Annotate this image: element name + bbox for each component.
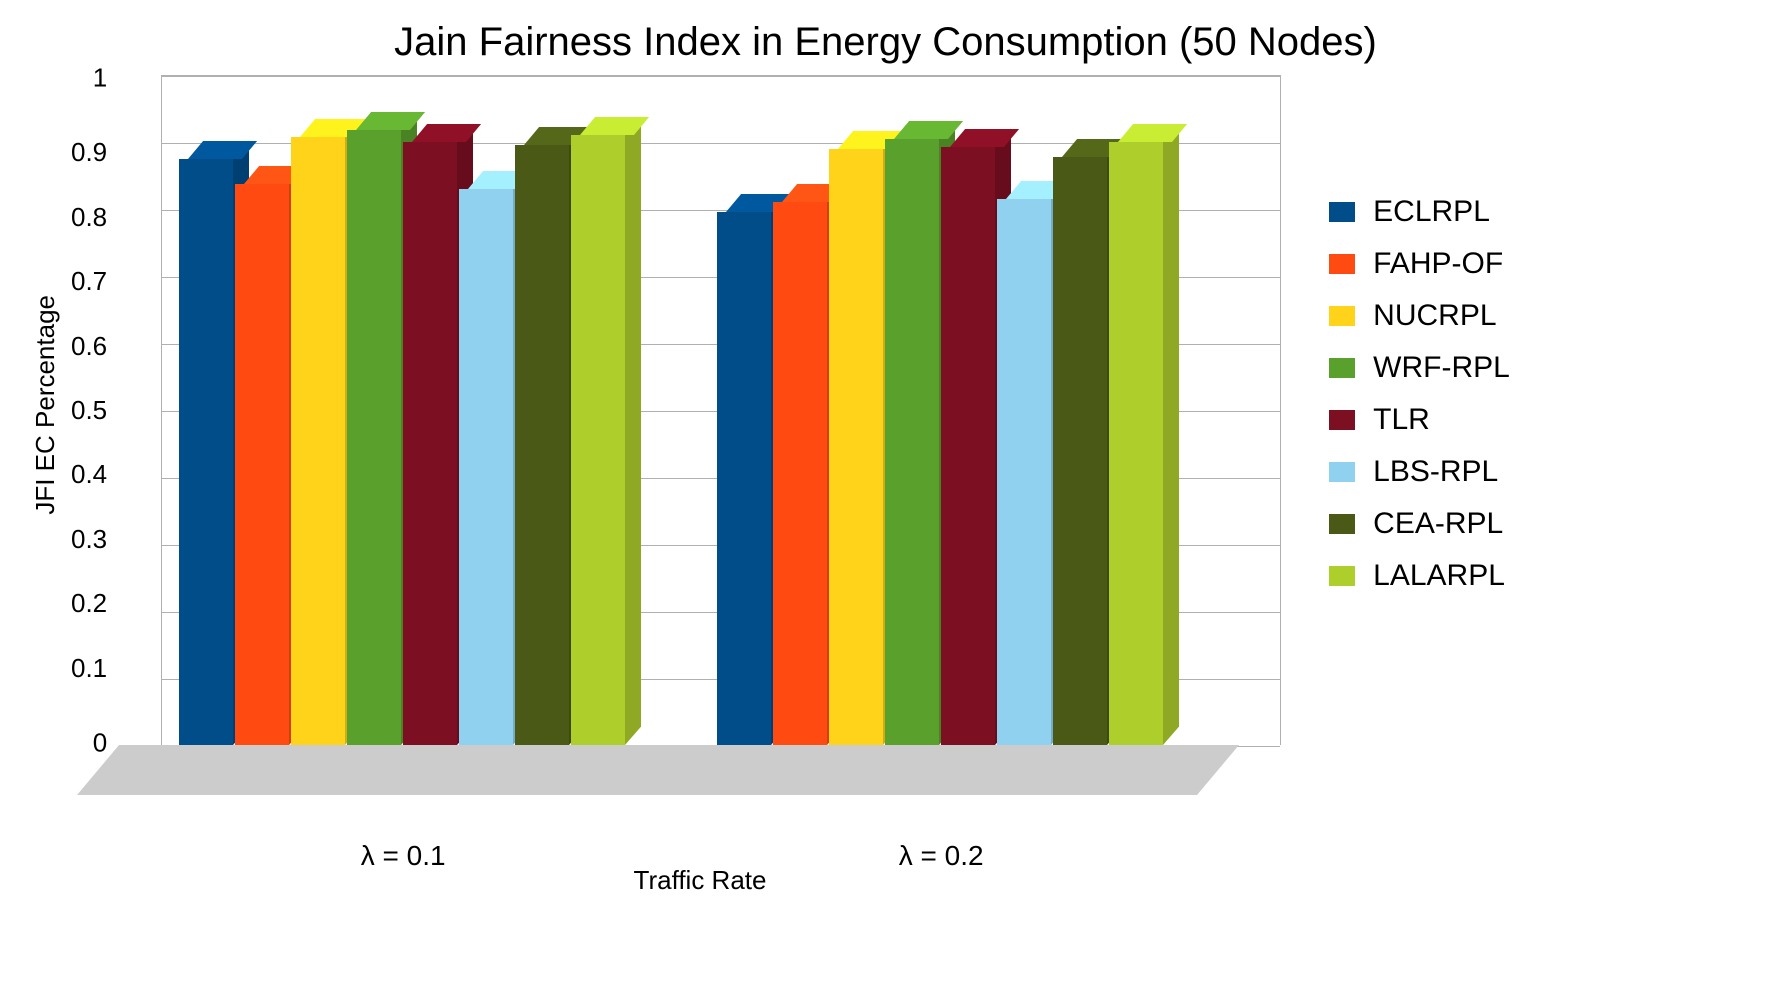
bar-front [235, 184, 289, 745]
y-tick: 1 [93, 65, 107, 91]
legend-label: WRF-RPL [1373, 351, 1510, 385]
legend-item: WRF-RPL [1329, 351, 1510, 385]
bar-front [291, 137, 345, 745]
bar-front [1053, 157, 1107, 745]
legend-label: LALARPL [1373, 559, 1505, 593]
bar-front [347, 130, 401, 745]
bar-group [717, 75, 1165, 745]
bar [1053, 157, 1107, 745]
y-tick: 0.9 [71, 139, 107, 165]
legend-swatch [1329, 358, 1355, 378]
bar-group [179, 75, 627, 745]
legend-swatch [1329, 306, 1355, 326]
legend-label: ECLRPL [1373, 195, 1490, 229]
x-tick: λ = 0.2 [899, 840, 984, 872]
bar-front [885, 139, 939, 745]
bar [179, 159, 233, 745]
y-tick: 0.6 [71, 333, 107, 359]
legend-label: FAHP-OF [1373, 247, 1503, 281]
bar [403, 142, 457, 745]
bar-front [459, 189, 513, 745]
legend-item: TLR [1329, 403, 1510, 437]
legend-label: NUCRPL [1373, 299, 1496, 333]
chart-title: Jain Fairness Index in Energy Consumptio… [20, 20, 1751, 65]
bar-side [625, 117, 641, 745]
bar [717, 212, 771, 745]
legend-label: TLR [1373, 403, 1430, 437]
legend-label: LBS-RPL [1373, 455, 1498, 489]
bar [997, 199, 1051, 745]
legend: ECLRPL FAHP-OF NUCRPL WRF-RPL TLR LBS-RPL CEA-… [1329, 195, 1510, 611]
legend-item: LBS-RPL [1329, 455, 1510, 489]
y-tick: 0.3 [71, 526, 107, 552]
bars-layer [119, 75, 1239, 745]
y-tick: 0.2 [71, 590, 107, 616]
bar [235, 184, 289, 745]
bar [515, 145, 569, 745]
legend-swatch [1329, 410, 1355, 430]
bar [347, 130, 401, 745]
chart-container: Jain Fairness Index in Energy Consumptio… [20, 20, 1751, 961]
bar [773, 202, 827, 745]
y-tick: 0.1 [71, 655, 107, 681]
bar-front [571, 135, 625, 745]
bar [829, 149, 883, 745]
bar-front [403, 142, 457, 745]
bar-front [829, 149, 883, 745]
legend-item: LALARPL [1329, 559, 1510, 593]
legend-item: FAHP-OF [1329, 247, 1510, 281]
bar-front [1109, 142, 1163, 745]
y-tick: 0 [93, 729, 107, 755]
y-axis-ticks: 10.90.80.70.60.50.40.30.20.10 [71, 75, 119, 745]
bar-front [997, 199, 1051, 745]
bar-front [179, 159, 233, 745]
legend-item: ECLRPL [1329, 195, 1510, 229]
bar-front [941, 147, 995, 745]
bar-front [773, 202, 827, 745]
y-tick: 0.4 [71, 461, 107, 487]
bar [571, 135, 625, 745]
y-tick: 0.8 [71, 204, 107, 230]
x-tick: λ = 0.1 [361, 840, 446, 872]
y-axis-label: JFI EC Percentage [20, 295, 71, 515]
legend-swatch [1329, 202, 1355, 222]
y-tick: 0.7 [71, 268, 107, 294]
bar-front [717, 212, 771, 745]
bar [1109, 142, 1163, 745]
legend-item: NUCRPL [1329, 299, 1510, 333]
legend-label: CEA-RPL [1373, 507, 1503, 541]
y-tick: 0.5 [71, 397, 107, 423]
bar-side [1163, 124, 1179, 745]
plot-area: λ = 0.1λ = 0.2 [119, 75, 1239, 795]
bar [459, 189, 513, 745]
bar-front [515, 145, 569, 745]
x-axis-label: Traffic Rate [140, 865, 1260, 896]
legend-swatch [1329, 462, 1355, 482]
legend-swatch [1329, 254, 1355, 274]
legend-item: CEA-RPL [1329, 507, 1510, 541]
plot-row: JFI EC Percentage 10.90.80.70.60.50.40.3… [20, 75, 1751, 795]
legend-swatch [1329, 514, 1355, 534]
bar [941, 147, 995, 745]
chart-floor [77, 745, 1239, 795]
legend-swatch [1329, 566, 1355, 586]
bar [291, 137, 345, 745]
bar [885, 139, 939, 745]
